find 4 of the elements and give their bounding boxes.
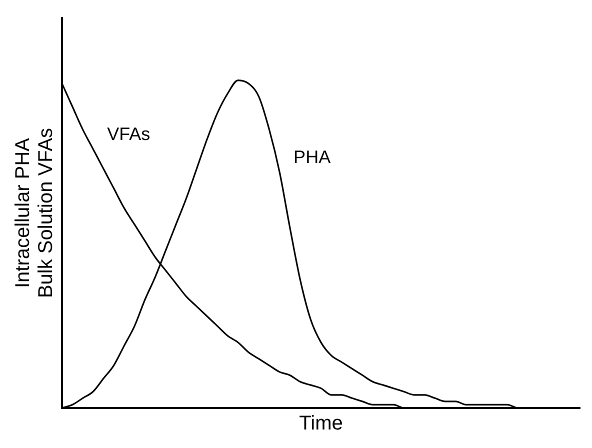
y-axis-title: Intracellular PHA Bulk Solution VFAs (12, 128, 58, 298)
x-axis-title: Time (299, 412, 343, 435)
series-label: VFAs (107, 124, 150, 144)
series-label: PHA (294, 147, 331, 167)
